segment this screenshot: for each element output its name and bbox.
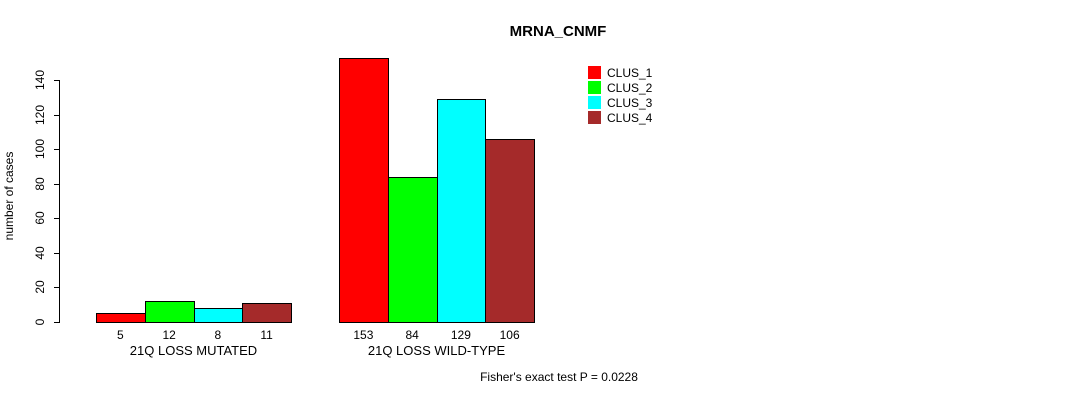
y-tick-label: 40 (33, 246, 47, 260)
bar-clus_4-wild-type (485, 138, 535, 323)
bar-clus_3-wild-type (436, 99, 487, 323)
y-tick-mark (54, 287, 59, 289)
group-label: 21Q LOSS WILD-TYPE (367, 343, 506, 358)
y-tick-mark (54, 114, 59, 116)
y-tick-mark (54, 252, 59, 254)
bar-clus_1-mutated (96, 313, 146, 323)
legend-label: CLUS_4 (607, 110, 653, 125)
legend-swatch-icon (588, 96, 601, 109)
group-label: 21Q LOSS MUTATED (129, 343, 258, 358)
chart-title: MRNA_CNMF (509, 23, 607, 40)
y-tick-label: 0 (33, 318, 47, 326)
y-tick-mark (54, 218, 59, 220)
bar-value-label: 129 (450, 328, 471, 342)
y-tick-mark (54, 80, 59, 81)
legend-swatch-icon (588, 111, 601, 124)
bar-value-label: 8 (214, 328, 222, 342)
y-tick-label: 60 (33, 211, 47, 225)
y-tick-mark (54, 149, 59, 151)
legend-label: CLUS_2 (607, 80, 653, 95)
bar-value-label: 106 (499, 328, 520, 342)
legend-item-clus_1: CLUS_1 (588, 65, 652, 80)
legend-item-clus_4: CLUS_4 (588, 110, 652, 125)
bar-clus_1-wild-type (339, 57, 389, 323)
y-tick-mark (54, 322, 59, 323)
y-axis-line (59, 80, 60, 323)
bar-value-label: 84 (405, 328, 419, 342)
bar-value-label: 153 (353, 328, 374, 342)
bar-value-label: 5 (117, 328, 124, 342)
legend-item-clus_2: CLUS_2 (588, 80, 652, 95)
bar-clus_3-mutated (193, 308, 244, 323)
bar-value-label: 11 (260, 328, 273, 342)
y-tick-label: 100 (33, 139, 47, 160)
legend-swatch-icon (588, 81, 601, 94)
bar-clus_2-wild-type (387, 176, 438, 323)
legend-swatch-icon (588, 66, 601, 79)
y-tick-label: 20 (33, 280, 47, 295)
legend-label: CLUS_1 (607, 65, 653, 80)
y-axis-title: number of cases (2, 151, 16, 241)
y-tick-label: 120 (33, 104, 47, 125)
legend-item-clus_3: CLUS_3 (588, 95, 652, 110)
footer-annotation: Fisher's exact test P = 0.0228 (480, 370, 638, 384)
bar-value-label: 12 (162, 328, 176, 342)
legend-label: CLUS_3 (607, 95, 653, 110)
y-tick-mark (54, 183, 59, 185)
legend: CLUS_1 CLUS_2 CLUS_3 CLUS_4 (588, 65, 652, 125)
bar-clus_4-mutated (242, 302, 292, 323)
y-tick-label: 80 (33, 177, 47, 191)
bar-clus_2-mutated (144, 301, 195, 323)
y-tick-label: 140 (33, 69, 47, 91)
